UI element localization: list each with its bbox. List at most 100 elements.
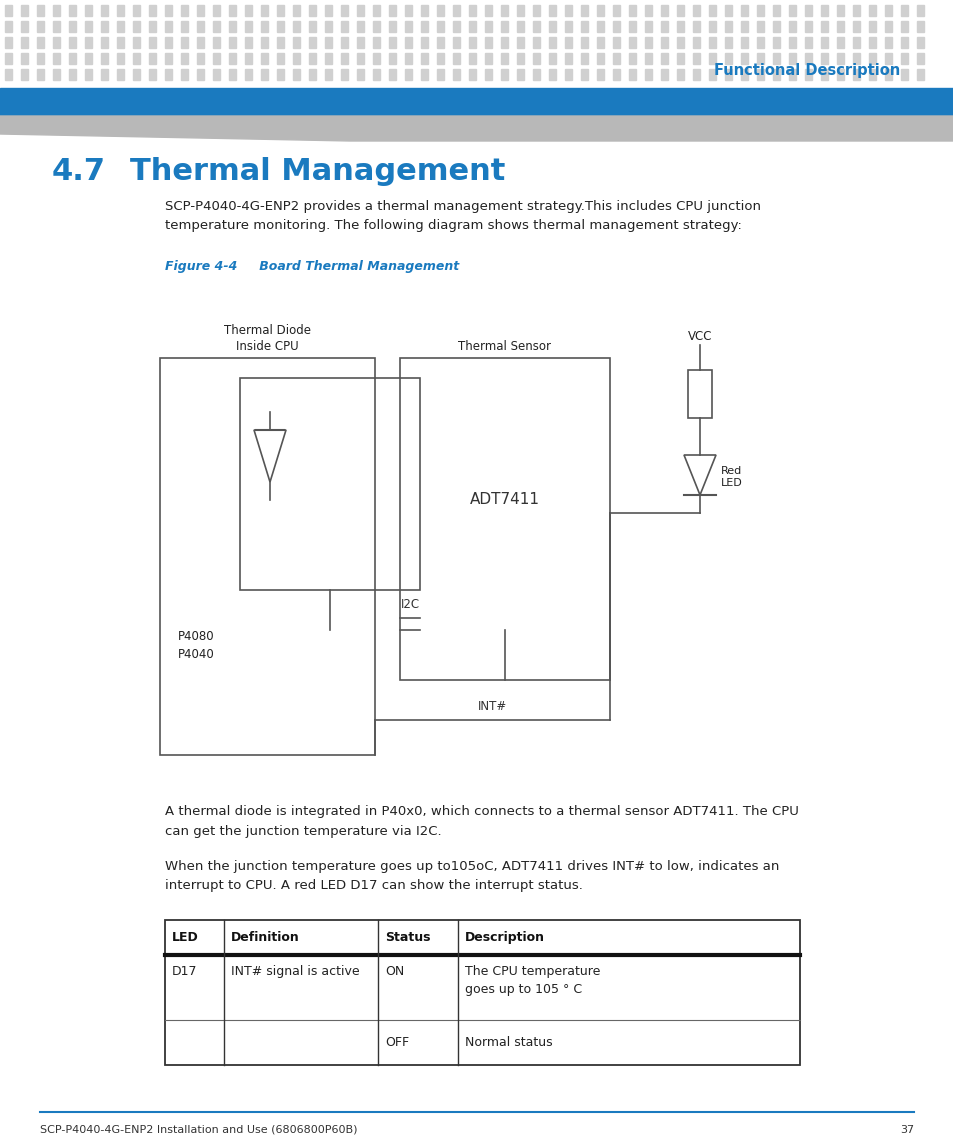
Bar (21, 53, 28, 64)
Text: 4.7: 4.7 (52, 158, 106, 187)
Bar (884, 37, 891, 48)
Bar (117, 69, 124, 80)
Text: D17: D17 (172, 965, 197, 978)
Bar (149, 21, 156, 32)
Bar (821, 5, 827, 16)
Bar (21, 21, 28, 32)
Bar (69, 69, 76, 80)
Bar (500, 21, 507, 32)
Bar (340, 69, 348, 80)
Bar (677, 37, 683, 48)
Bar (213, 5, 220, 16)
Bar (772, 53, 780, 64)
Bar (533, 5, 539, 16)
Bar (564, 53, 572, 64)
Bar (740, 37, 747, 48)
Bar (37, 53, 44, 64)
Bar (517, 5, 523, 16)
Bar (900, 37, 907, 48)
Bar (85, 21, 91, 32)
Bar (149, 5, 156, 16)
Bar (309, 5, 315, 16)
Bar (692, 21, 700, 32)
Bar (900, 5, 907, 16)
Bar (692, 53, 700, 64)
Bar (356, 37, 364, 48)
Bar (53, 5, 60, 16)
Bar (389, 5, 395, 16)
Bar (724, 69, 731, 80)
Bar (117, 37, 124, 48)
Bar (160, 358, 375, 755)
Bar (196, 5, 204, 16)
Bar (564, 5, 572, 16)
Bar (53, 69, 60, 80)
Bar (309, 53, 315, 64)
Bar (5, 5, 12, 16)
Bar (821, 53, 827, 64)
Bar (453, 53, 459, 64)
Bar (548, 69, 556, 80)
Bar (69, 21, 76, 32)
Bar (884, 53, 891, 64)
Bar (196, 53, 204, 64)
Bar (53, 37, 60, 48)
Bar (692, 5, 700, 16)
Bar (708, 53, 716, 64)
Bar (5, 21, 12, 32)
Text: Thermal Management: Thermal Management (130, 158, 505, 187)
Bar (196, 69, 204, 80)
Bar (740, 5, 747, 16)
Bar (373, 69, 379, 80)
Bar (836, 5, 843, 16)
Bar (276, 53, 284, 64)
Bar (240, 378, 419, 590)
Bar (692, 37, 700, 48)
Bar (484, 37, 492, 48)
Bar (436, 69, 443, 80)
Bar (181, 37, 188, 48)
Bar (213, 53, 220, 64)
Bar (644, 37, 651, 48)
Bar (660, 5, 667, 16)
Bar (868, 37, 875, 48)
Text: INT#: INT# (477, 700, 507, 712)
Bar (261, 21, 268, 32)
Bar (517, 53, 523, 64)
Bar (687, 370, 711, 418)
Bar (852, 53, 859, 64)
Bar (677, 21, 683, 32)
Bar (389, 53, 395, 64)
Bar (517, 21, 523, 32)
Bar (628, 21, 636, 32)
Bar (677, 53, 683, 64)
Bar (517, 69, 523, 80)
Bar (916, 37, 923, 48)
Text: Normal status: Normal status (464, 1035, 552, 1049)
Bar (836, 53, 843, 64)
Bar (500, 5, 507, 16)
Bar (373, 5, 379, 16)
Bar (613, 37, 619, 48)
Text: OFF: OFF (385, 1035, 409, 1049)
Bar (53, 53, 60, 64)
Bar (580, 5, 587, 16)
Bar (69, 37, 76, 48)
Bar (564, 37, 572, 48)
Bar (132, 37, 140, 48)
Bar (245, 21, 252, 32)
Bar (213, 69, 220, 80)
Text: ON: ON (385, 965, 404, 978)
Text: Red
LED: Red LED (720, 466, 742, 488)
Bar (548, 37, 556, 48)
Bar (261, 69, 268, 80)
Bar (196, 37, 204, 48)
Text: I2C: I2C (400, 599, 419, 611)
Bar (356, 21, 364, 32)
Bar (276, 69, 284, 80)
Bar (836, 69, 843, 80)
Bar (597, 53, 603, 64)
Bar (420, 21, 428, 32)
Bar (69, 5, 76, 16)
Bar (420, 53, 428, 64)
